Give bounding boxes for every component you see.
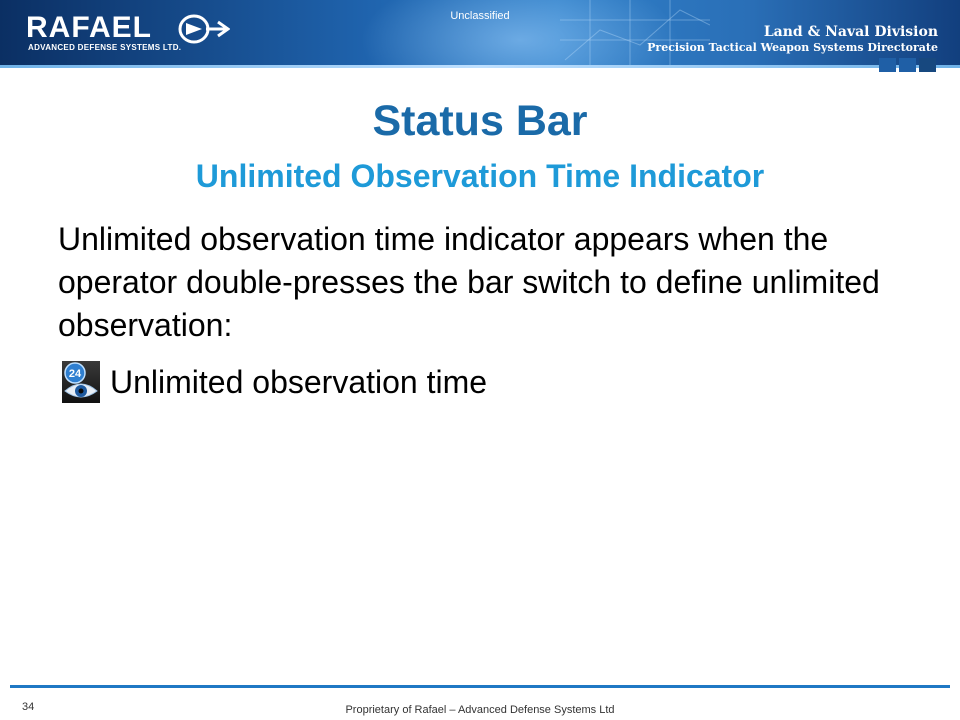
division-title: Land & Naval Division: [763, 24, 938, 40]
header-squares: [879, 58, 936, 72]
logo-subtext: ADVANCED DEFENSE SYSTEMS LTD.: [28, 43, 182, 52]
rafael-emblem-icon: [178, 14, 230, 44]
proprietary-notice: Proprietary of Rafael – Advanced Defense…: [345, 704, 615, 716]
page-number: 34: [22, 701, 35, 713]
square-decoration: [899, 58, 916, 72]
square-decoration: [919, 58, 936, 72]
banner-highlight: [360, 0, 680, 68]
header-banner: RAFAEL ADVANCED DEFENSE SYSTEMS LTD. Unc…: [0, 0, 960, 68]
indicator-item: 24 Unlimited observation time: [62, 360, 487, 404]
indicator-label: Unlimited observation time: [110, 363, 488, 400]
banner-bottom-line: [0, 65, 960, 68]
banner-graph-decoration: [560, 0, 710, 68]
slide-body-text: Unlimited observation time indicator app…: [58, 221, 880, 343]
eye-24-icon: 24: [62, 361, 100, 403]
logo-wordmark: RAFAEL: [26, 11, 152, 44]
slide-subtitle: Unlimited Observation Time Indicator: [195, 158, 765, 194]
directorate-title: Precision Tactical Weapon Systems Direct…: [647, 41, 938, 54]
rafael-logo: RAFAEL ADVANCED DEFENSE SYSTEMS LTD.: [26, 11, 230, 56]
division-block: Land & Naval Division Precision Tactical…: [647, 24, 938, 55]
classification-label: Unclassified: [450, 10, 510, 22]
square-decoration: [879, 58, 896, 72]
slide-title: Status Bar: [372, 97, 588, 145]
footer-divider: [10, 685, 950, 688]
icon-badge-text: 24: [69, 368, 82, 380]
